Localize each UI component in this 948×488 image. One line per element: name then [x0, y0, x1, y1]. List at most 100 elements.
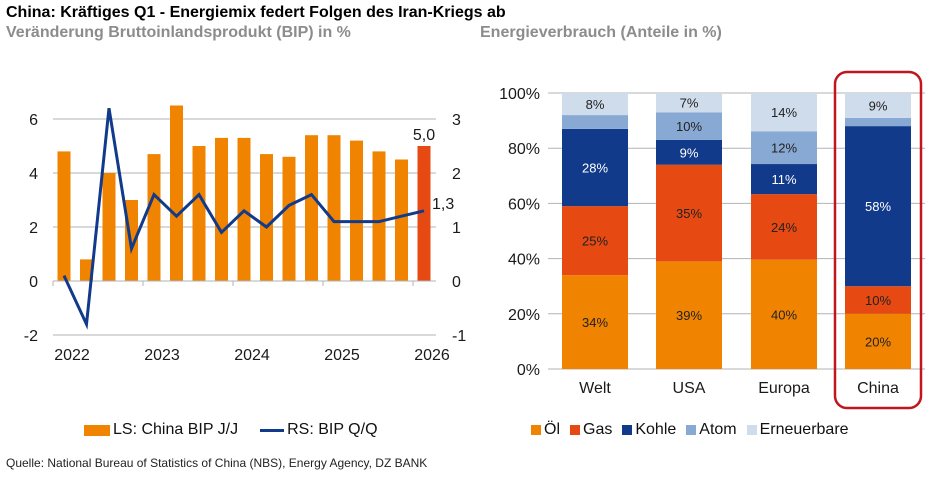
energy-legend: Öl Gas Kohle Atom Erneuerbare — [531, 421, 859, 439]
y-left-tick-label: 6 — [29, 112, 38, 129]
bar-segment — [845, 313, 911, 369]
legend-label: Kohle — [635, 421, 677, 438]
y-right-tick-label: 1 — [452, 220, 461, 237]
y-left-tick-label: 2 — [29, 220, 38, 237]
x-tick-label: 2026 — [414, 347, 450, 364]
data-label: 25% — [582, 234, 608, 249]
bar — [170, 105, 183, 281]
data-label: 24% — [771, 220, 797, 235]
energy-chart-subtitle: Energieverbrauch (Anteile in %) — [480, 24, 722, 41]
legend-item-bip-jj: LS: China BIP J/J — [84, 421, 238, 439]
y-tick-label: 40% — [508, 252, 540, 269]
gdp-bars — [57, 105, 431, 281]
x-tick-label: 2022 — [54, 347, 90, 364]
y-tick-label: 60% — [508, 196, 540, 213]
energy-stacked-bars: 34% 25% 28% 8% 39% 35% 9% 10% 7% 40% 24% 11% 12% 14% 2… — [562, 93, 911, 369]
bar — [327, 135, 341, 281]
legend-label: Erneuerbare — [759, 421, 849, 438]
legend-bar-swatch — [84, 424, 110, 436]
legend-item: Atom — [686, 421, 737, 439]
bar — [282, 156, 296, 281]
gdp-legend: LS: China BIP J/J RS: BIP Q/Q — [84, 421, 388, 439]
bar — [215, 137, 228, 281]
china-highlight-box — [833, 70, 923, 410]
y-left-tick-label: 0 — [29, 274, 38, 291]
legend-item-bip-qq: RS: BIP Q/Q — [260, 421, 378, 439]
x-tick-label: USA — [673, 380, 706, 397]
legend-label: Gas — [583, 421, 613, 438]
y-left-tick-label: 4 — [29, 166, 38, 183]
bar — [372, 151, 386, 281]
bar — [192, 146, 206, 281]
legend-swatch — [686, 425, 697, 435]
y-left-tick-label: -2 — [24, 328, 38, 345]
data-label: 11% — [771, 172, 796, 187]
gdp-chart-subtitle: Veränderung Bruttoinlandsprodukt (BIP) i… — [6, 24, 351, 41]
legend-label: LS: China BIP J/J — [113, 421, 239, 438]
annotation-line-last: 1,3 — [432, 196, 454, 213]
x-tick-label: Welt — [579, 380, 611, 397]
bar-segment — [656, 164, 722, 262]
data-label: 10% — [865, 293, 891, 308]
legend-swatch — [570, 425, 580, 435]
legend-swatch — [531, 425, 541, 435]
bar-segment — [562, 115, 628, 129]
bar-segment — [845, 126, 911, 287]
data-label: 9% — [869, 98, 888, 113]
legend-item: Erneuerbare — [746, 421, 849, 439]
data-label: 40% — [771, 307, 797, 322]
energy-chart: 34% 25% 28% 8% 39% 35% 9% 10% 7% 40% 24% 11% 12% 14% 2… — [499, 70, 925, 410]
data-label: 10% — [676, 119, 702, 134]
y-right-tick-label: 3 — [452, 112, 461, 129]
x-tick-label: Europa — [758, 380, 810, 397]
legend-label: Atom — [699, 421, 737, 438]
bar-segment — [751, 93, 817, 132]
gdp-qq-line — [62, 107, 425, 330]
bar-segment — [656, 139, 722, 165]
legend-item: Kohle — [622, 421, 676, 439]
bar — [147, 154, 161, 281]
y-tick-label: 100% — [499, 86, 540, 103]
annotation-bar-last: 5,0 — [413, 127, 435, 144]
bar — [395, 159, 408, 281]
x-tick-label: China — [857, 380, 899, 397]
bar — [350, 140, 363, 281]
energy-tick-labels: 0% 20% 40% 60% 80% 100% Welt USA Europa China — [499, 86, 899, 397]
bar-segment — [656, 261, 722, 369]
bar — [260, 154, 273, 281]
y-right-tick-label: 0 — [452, 274, 461, 291]
legend-label: Öl — [544, 421, 560, 438]
legend-label: RS: BIP Q/Q — [287, 421, 378, 438]
data-label: 39% — [676, 308, 702, 323]
legend-line-swatch — [260, 428, 285, 432]
bar-segment — [751, 259, 817, 369]
bar-segment — [845, 93, 911, 118]
bar — [102, 173, 116, 281]
data-label: 28% — [582, 161, 608, 176]
chart-title: China: Kräftiges Q1 - Energiemix federt … — [6, 4, 506, 21]
y-tick-label: 20% — [508, 307, 540, 324]
y-right-tick-label: 2 — [452, 166, 461, 183]
bar — [80, 259, 93, 281]
bar — [305, 135, 318, 281]
y-tick-label: 0% — [517, 362, 540, 379]
data-label: 12% — [771, 141, 797, 156]
legend-swatch — [746, 425, 757, 435]
x-tick-label: 2024 — [234, 347, 270, 364]
bar — [417, 146, 431, 281]
data-label: 35% — [676, 206, 702, 221]
bar-segment — [562, 128, 628, 207]
x-tick-label: 2025 — [324, 347, 360, 364]
legend-item: Öl — [531, 421, 560, 439]
data-label: 7% — [680, 96, 699, 111]
x-tick-label: 2023 — [144, 347, 180, 364]
bar-segment — [845, 286, 911, 314]
bar-segment — [562, 275, 628, 369]
bar-segment — [751, 164, 817, 195]
data-label: 9% — [680, 145, 699, 160]
bar-segment — [845, 117, 911, 127]
bar-segment — [656, 93, 722, 113]
data-label: 14% — [771, 105, 797, 120]
legend-swatch — [622, 425, 633, 435]
data-label: 20% — [865, 334, 891, 349]
